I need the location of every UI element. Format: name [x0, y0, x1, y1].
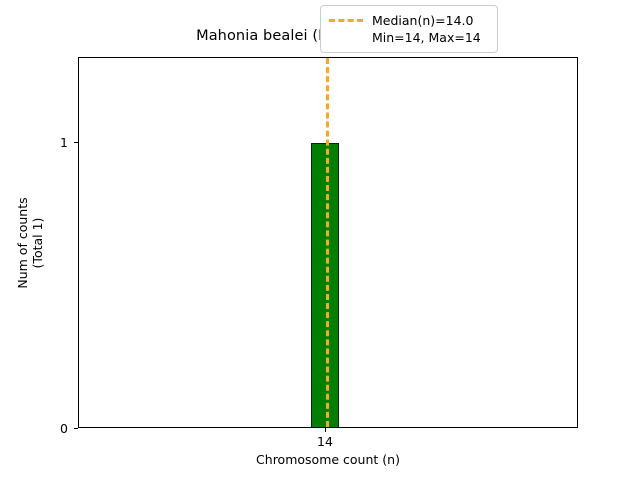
x-tick-mark-14	[325, 428, 326, 432]
plot-area	[78, 57, 578, 428]
y-axis-label-line-1: Num of counts	[15, 196, 30, 289]
legend-label-median: Median(n)=14.0	[372, 13, 474, 28]
legend: Median(n)=14.0 Min=14, Max=14	[320, 5, 498, 53]
y-tick-mark-0	[74, 428, 78, 429]
x-tick-label-14: 14	[317, 434, 333, 449]
y-axis-label: Num of counts (Total 1)	[15, 197, 45, 288]
legend-entry-minmax: Min=14, Max=14	[329, 29, 489, 46]
x-axis-label: Chromosome count (n)	[256, 452, 400, 467]
y-tick-mark-1	[74, 142, 78, 143]
y-tick-label-1: 1	[60, 135, 68, 150]
legend-label-minmax: Min=14, Max=14	[372, 30, 481, 45]
y-tick-label-0: 0	[60, 421, 68, 436]
y-axis-label-container: Num of counts (Total 1)	[0, 57, 60, 428]
legend-entry-median: Median(n)=14.0	[329, 12, 489, 29]
dashed-line-icon	[329, 19, 363, 22]
median-line	[326, 58, 329, 427]
bar-14	[311, 143, 339, 427]
y-axis-label-line-2: (Total 1)	[30, 217, 45, 268]
